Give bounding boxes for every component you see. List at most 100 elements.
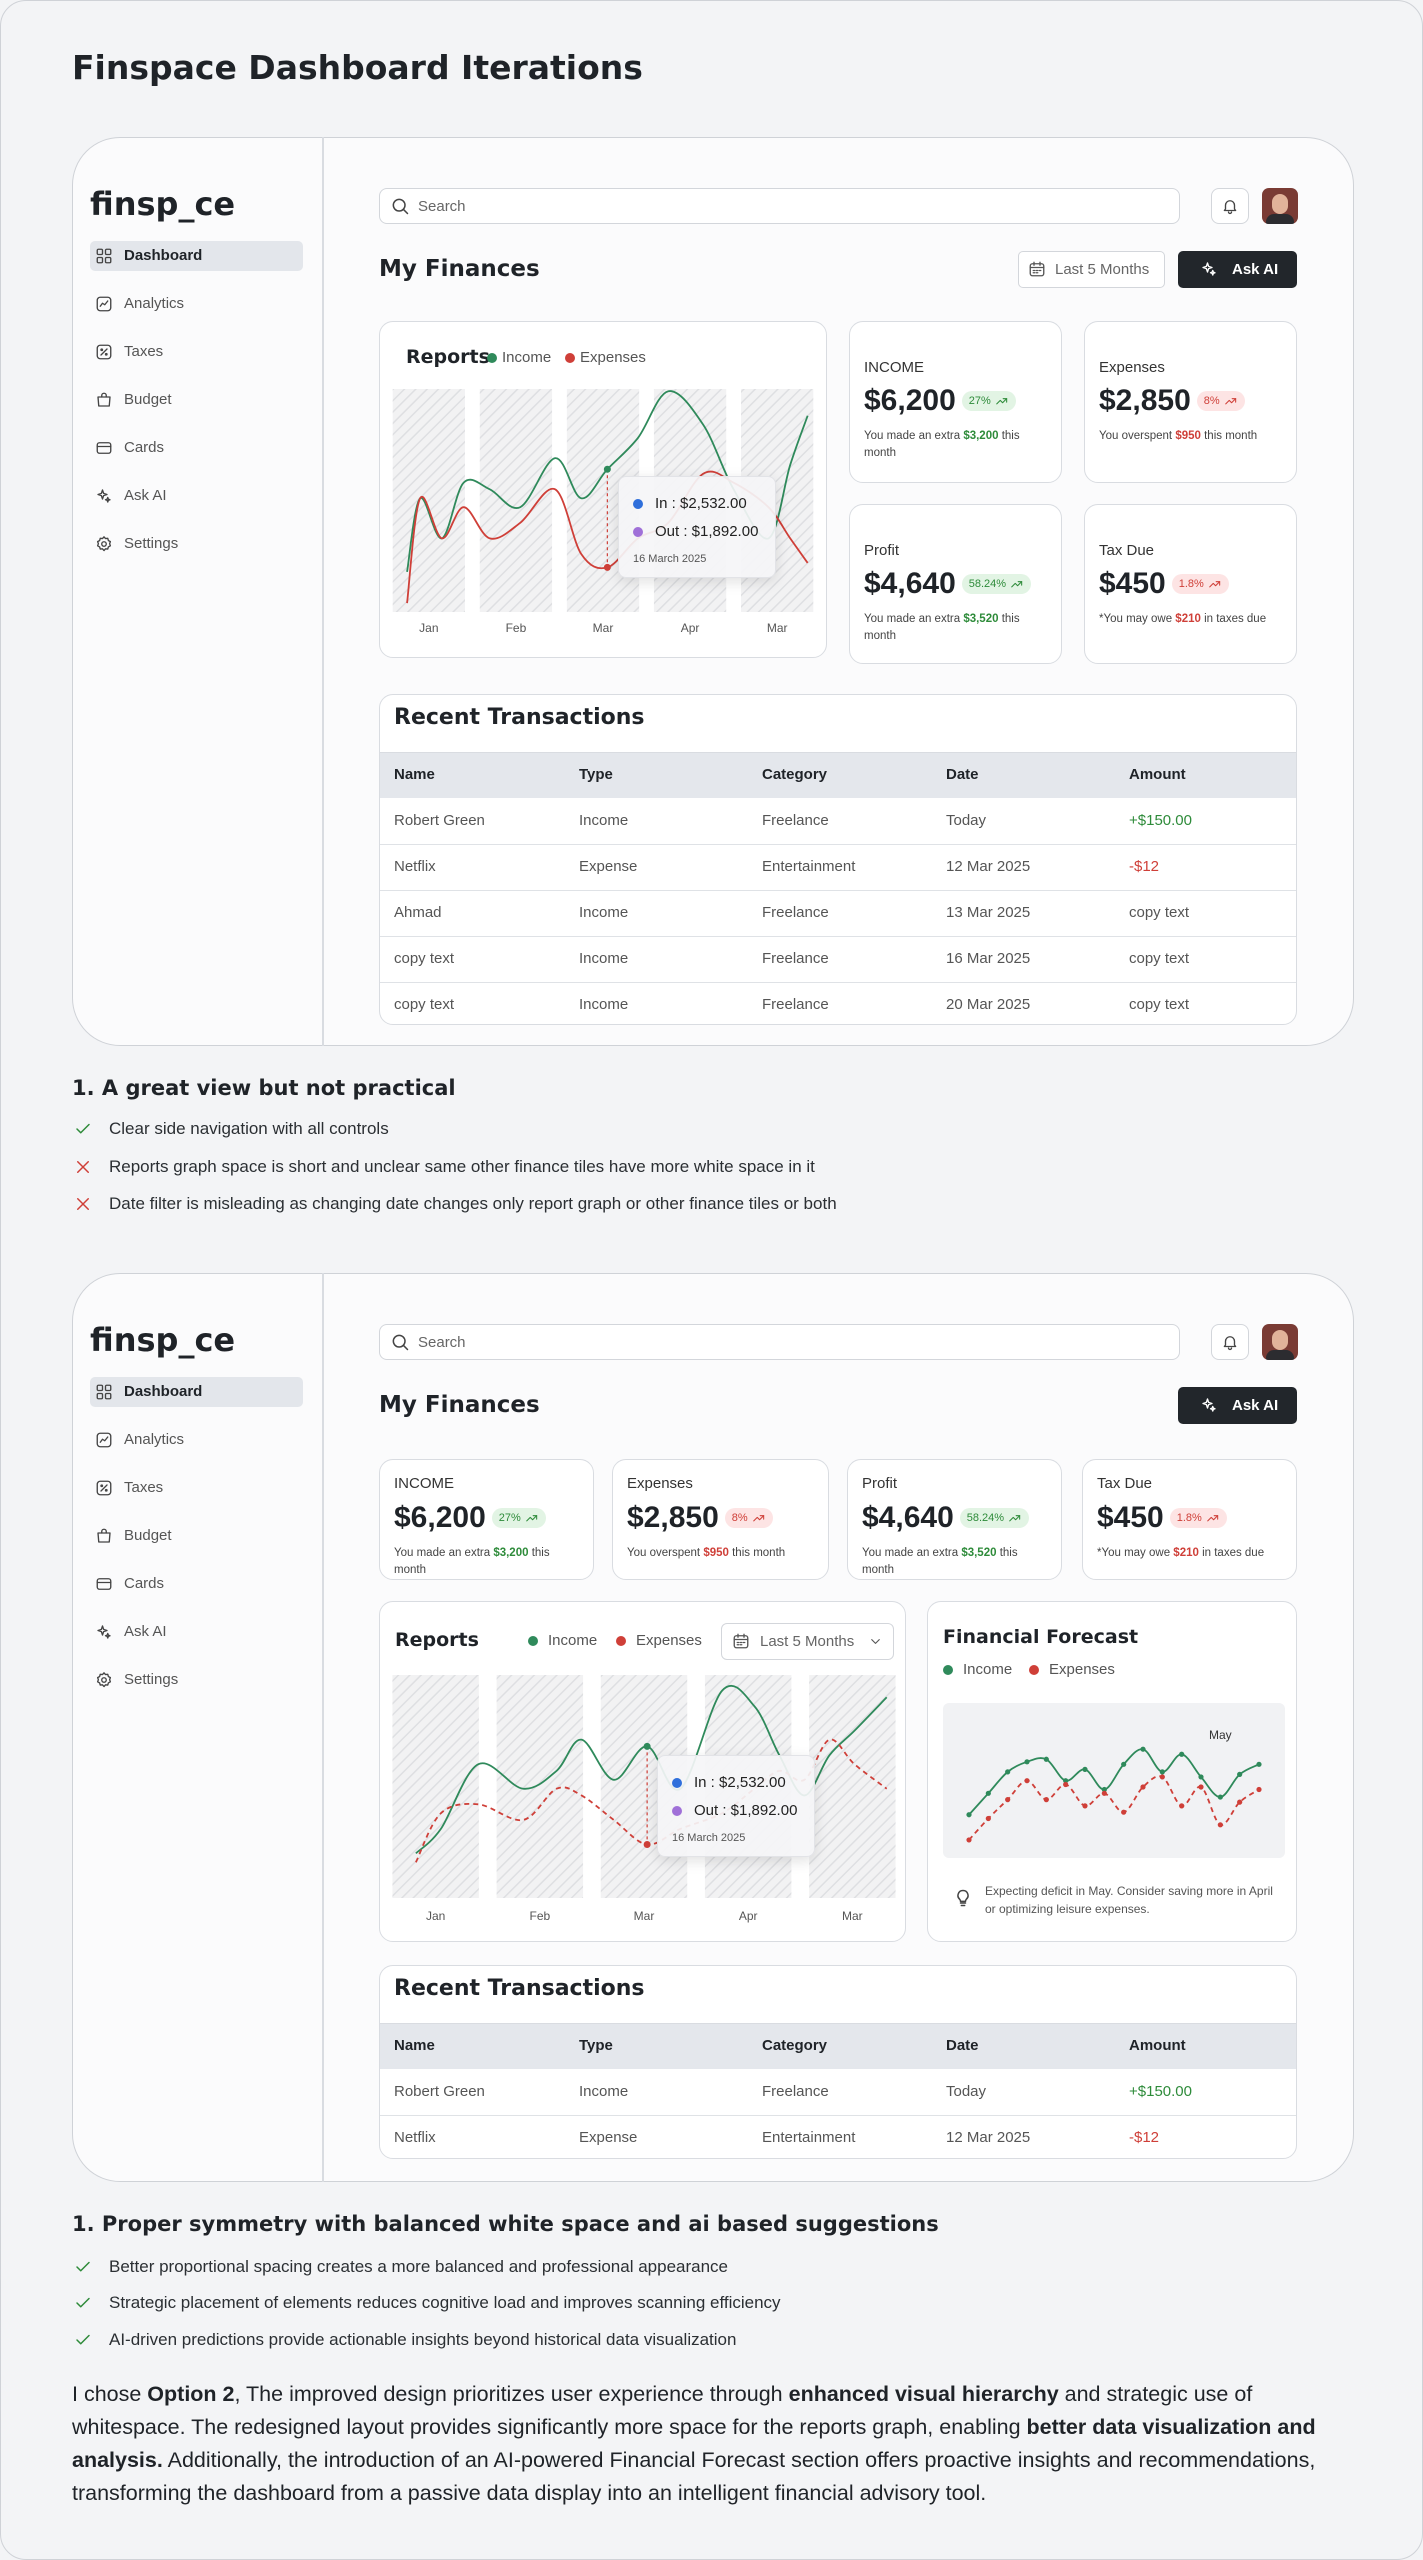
note-part: $950 [703, 1547, 729, 1559]
note-part: $950 [1175, 430, 1201, 442]
point [1043, 1756, 1049, 1762]
icon-shape [76, 2297, 90, 2308]
icon [1223, 200, 1237, 215]
x-tick-label: Mar [634, 1909, 655, 1923]
table-cell: Freelance [762, 996, 829, 1013]
series-line [968, 1775, 1260, 1841]
icon-shape [101, 1528, 107, 1534]
bell-button [1211, 1324, 1249, 1360]
date-filter-button[interactable] [1018, 251, 1165, 288]
ask-ai-button[interactable] [1178, 1387, 1297, 1424]
point [1082, 1803, 1088, 1809]
icon-shape [1223, 1336, 1237, 1348]
icon [392, 198, 409, 215]
icon-shape [402, 1344, 409, 1351]
tile-note: You made an extra $3,200 this month [394, 1545, 583, 1579]
icon-shape [99, 300, 109, 307]
date-filter-button[interactable] [721, 1623, 894, 1660]
note-part: You made an extra [864, 430, 964, 442]
icon-shape [392, 198, 406, 212]
icon-shape [526, 1515, 537, 1522]
point [1256, 1761, 1262, 1767]
legend-dot [565, 353, 575, 363]
icon-shape [759, 1515, 764, 1520]
tile-row: $450 1.8% [1097, 1501, 1227, 1535]
icon [752, 1515, 764, 1522]
tile-badge: 58.24% [959, 1508, 1030, 1528]
tile-badge: 27% [491, 1508, 546, 1528]
ask-ai-button[interactable] [1178, 251, 1297, 288]
icon-shape [1202, 1398, 1213, 1409]
note-part: You made an extra [864, 613, 964, 625]
point [985, 1815, 991, 1822]
point [1121, 1761, 1127, 1767]
badge-text: 8% [731, 1512, 748, 1524]
point [966, 1812, 972, 1818]
date-filter-label: Last 5 Months [760, 1633, 855, 1650]
tooltip-line: In : $2,532.00 [694, 1774, 786, 1791]
table-cell: Income [579, 996, 629, 1013]
finance-tile: Profit $4,640 58.24% You made an extra $3,5… [847, 1459, 1062, 1580]
table-cell: copy text [394, 996, 455, 1013]
point [1159, 1769, 1165, 1775]
note-item: Reports graph space is short and unclear… [109, 1157, 815, 1176]
icon-shape [996, 398, 1007, 405]
point [1024, 1759, 1030, 1765]
search-placeholder: Search [418, 198, 466, 215]
tile-amount: $2,850 [1099, 384, 1191, 417]
tile-badge: 27% [961, 391, 1016, 411]
table-cell: Netflix [394, 2129, 436, 2146]
tile-label: Profit [864, 542, 900, 559]
section-heading: My Finances [379, 1392, 540, 1418]
icon [1209, 581, 1221, 588]
table-header [380, 2023, 1296, 2069]
tile-amount: $4,640 [864, 567, 956, 600]
icon [1223, 1336, 1237, 1351]
icon [96, 1578, 112, 1590]
point [1237, 1771, 1243, 1777]
table-cell: Today [946, 2083, 987, 2100]
note-item: Strategic placement of elements reduces … [109, 2293, 781, 2312]
tile-label: Profit [862, 1475, 898, 1492]
icon-shape [76, 2261, 90, 2272]
tile-row: $6,200 27% [864, 384, 1016, 418]
icon-shape [76, 2334, 90, 2345]
point [1256, 1786, 1262, 1793]
icon [96, 1432, 112, 1448]
column-header: Category [762, 2037, 828, 2054]
icon [733, 1633, 749, 1649]
table-cell: 20 Mar 2025 [946, 996, 1031, 1013]
table-cell: Income [579, 950, 629, 967]
badge-text: 58.24% [966, 1512, 1005, 1524]
badge-text: 58.24% [968, 578, 1007, 590]
nav-item: Ask AI [124, 487, 167, 504]
point [1217, 1822, 1223, 1828]
x-tick-label: Jan [419, 621, 438, 635]
icon [1029, 261, 1045, 277]
conclusion-part: , The improved design prioritizes user e… [234, 2382, 789, 2406]
nav-active-bg [90, 241, 303, 271]
icon-shape [104, 1632, 111, 1639]
tile-note: You made an extra $3,200 this month [864, 428, 1051, 462]
icon-shape [392, 1334, 406, 1348]
notes-heading: 1. Proper symmetry with balanced white s… [72, 2212, 939, 2236]
icon-shape [957, 1889, 969, 1907]
tile-note: You made an extra $3,520 this month [862, 1545, 1051, 1579]
table-cell: Freelance [762, 950, 829, 967]
note-part: this month [864, 430, 1020, 459]
table-cell: copy text [394, 950, 455, 967]
badge-text: 1.8% [1176, 1512, 1202, 1524]
chart-title: Financial Forecast [943, 1626, 1139, 1648]
table-cell: Expense [579, 2129, 638, 2146]
icon-shape [1002, 398, 1007, 403]
point [1198, 1774, 1204, 1780]
icon [526, 1515, 537, 1522]
search-box [379, 1324, 1180, 1360]
table-cell: +$150.00 [1129, 812, 1192, 829]
column-header: Category [762, 766, 828, 783]
table-cell: 12 Mar 2025 [946, 858, 1031, 875]
annotation: May [1209, 1728, 1232, 1742]
point [1082, 1766, 1088, 1772]
icon-shape [104, 1488, 108, 1492]
icon-shape [96, 256, 104, 264]
